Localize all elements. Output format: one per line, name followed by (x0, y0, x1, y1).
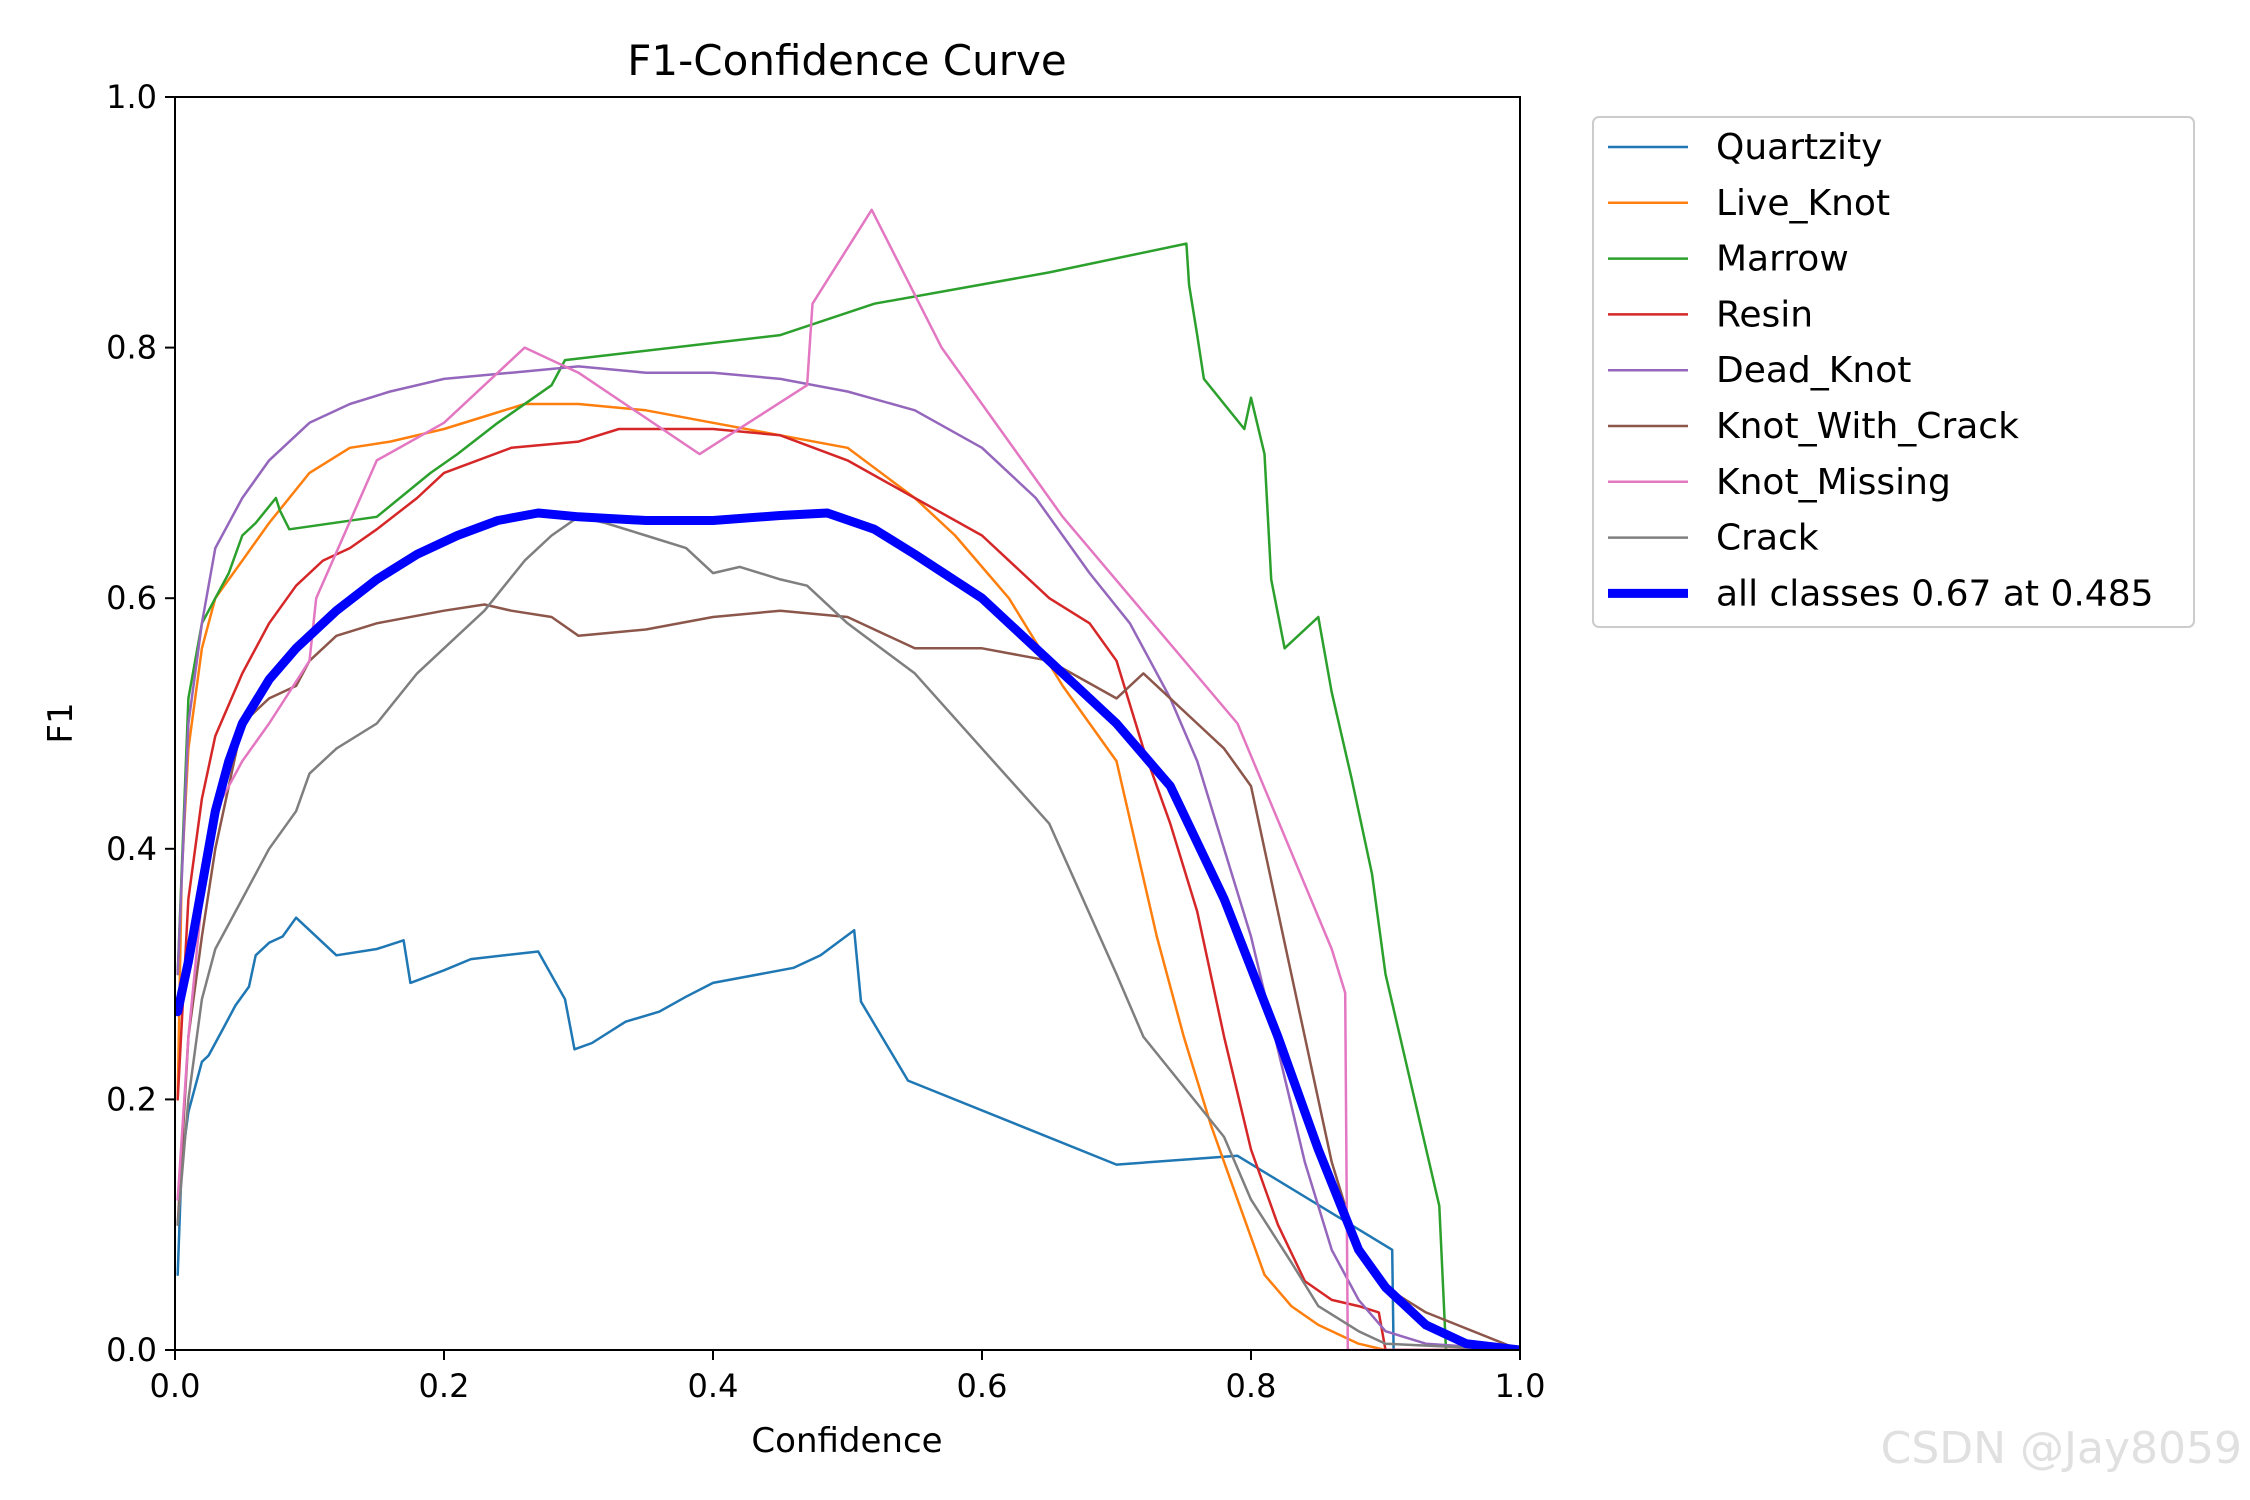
x-axis-label: Confidence (751, 1421, 942, 1461)
series-line-live-knot (176, 402, 1520, 1350)
y-tick-label: 0.4 (106, 830, 157, 868)
y-axis-label: F1 (41, 702, 81, 743)
legend-label: Crack (1716, 518, 1819, 559)
x-tick-label: 0.8 (1226, 1367, 1277, 1405)
legend-entries: Quartzity Live_Knot Marrow Resin Dead_Knot Kn… (1608, 127, 2154, 614)
legend-label: Marrow (1716, 239, 1849, 280)
series-line-all-classes-0-67-at-0-485 (175, 508, 1520, 1350)
legend-label: Knot_With_Crack (1716, 406, 2019, 447)
x-tick-label: 0.4 (688, 1367, 739, 1405)
legend-label: Resin (1716, 294, 1813, 335)
y-tick-label: 1.0 (106, 78, 157, 116)
legend-box (1592, 116, 2195, 628)
series-line-marrow (176, 242, 1520, 1350)
series-line-knot-missing (176, 208, 1520, 1350)
legend-label: Quartzity (1716, 127, 1882, 168)
x-tick-label: 0.0 (150, 1367, 201, 1405)
y-tick-label: 0.8 (106, 329, 157, 367)
series-line-dead-knot (176, 365, 1520, 1350)
x-axis-ticks: 0.0 0.2 0.4 0.6 0.8 1.0 (150, 1350, 1546, 1405)
legend-label: Knot_Missing (1716, 462, 1951, 503)
legend-label: Live_Knot (1716, 183, 1890, 224)
series-line-resin (176, 427, 1520, 1350)
legend: Quartzity Live_Knot Marrow Resin Dead_Knot Kn… (1592, 116, 2195, 628)
y-tick-label: 0.2 (106, 1080, 157, 1118)
plot-frame (174, 96, 1521, 1351)
watermark: CSDN @Jay8059 (1880, 1423, 2242, 1474)
x-tick-label: 1.0 (1495, 1367, 1546, 1405)
y-axis-ticks: 0.0 0.2 0.4 0.6 0.8 1.0 (106, 78, 175, 1369)
series-line-knot-with-crack (176, 603, 1520, 1350)
series-line-quartzity (176, 916, 1520, 1350)
y-tick-label: 0.0 (106, 1331, 157, 1369)
legend-label: Dead_Knot (1716, 350, 1911, 391)
chart-title: F1-Confidence Curve (627, 36, 1066, 85)
y-tick-label: 0.6 (106, 579, 157, 617)
x-tick-label: 0.2 (419, 1367, 470, 1405)
x-tick-label: 0.6 (957, 1367, 1008, 1405)
series-layer (175, 208, 1520, 1350)
series-line-crack (176, 515, 1520, 1350)
legend-label: all classes 0.67 at 0.485 (1716, 573, 2154, 614)
